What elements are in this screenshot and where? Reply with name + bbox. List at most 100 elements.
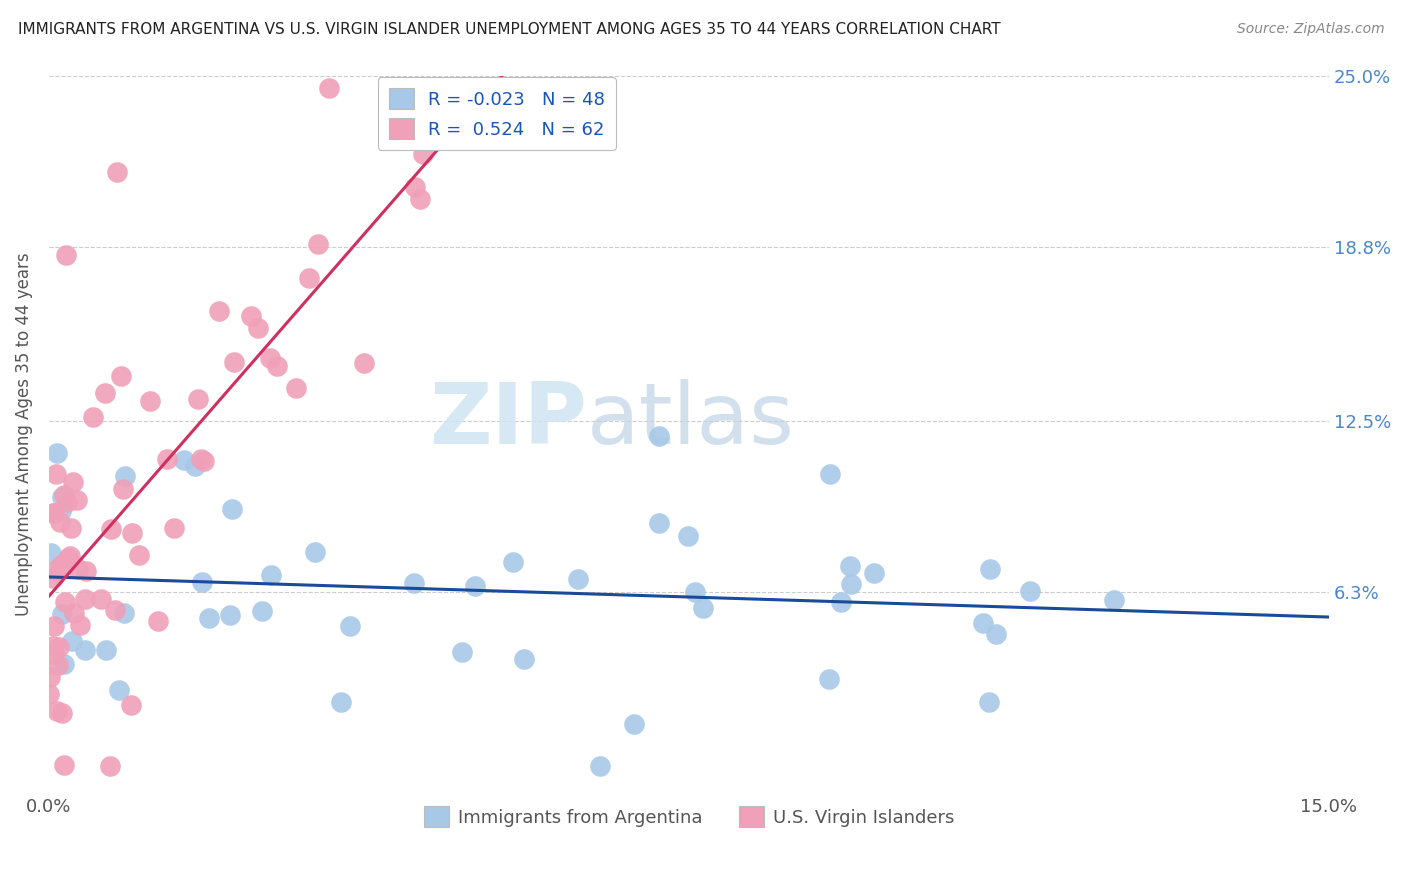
Point [193, 454, 215, 468]
Point [839, 558, 862, 573]
Point [692, 600, 714, 615]
Point [156, 451, 179, 466]
Point [53, 758, 76, 772]
Point [184, 459, 207, 474]
Point [55, 248, 77, 262]
Point [353, 356, 375, 370]
Point [104, 603, 127, 617]
Point [984, 627, 1007, 641]
Point [42, 648, 65, 662]
Point [48, 657, 70, 672]
Point [42, 619, 65, 633]
Point [49, 558, 72, 572]
Point [339, 619, 361, 633]
Point [146, 615, 169, 629]
Point [977, 695, 1000, 709]
Point [42, 571, 65, 585]
Point [44, 506, 66, 520]
Point [90, 591, 112, 606]
Point [112, 606, 135, 620]
Point [187, 392, 209, 407]
Point [66, 492, 89, 507]
Point [120, 698, 142, 712]
Point [107, 683, 129, 698]
Point [450, 645, 472, 659]
Point [105, 165, 128, 179]
Point [198, 611, 221, 625]
Point [111, 482, 134, 496]
Point [53, 657, 76, 671]
Point [830, 594, 852, 608]
Point [56, 494, 79, 508]
Point [623, 716, 645, 731]
Point [51, 607, 73, 621]
Legend: Immigrants from Argentina, U.S. Virgin Islanders: Immigrants from Argentina, U.S. Virgin I… [416, 799, 962, 835]
Point [45, 467, 67, 481]
Point [218, 607, 240, 622]
Point [73, 591, 96, 606]
Point [648, 429, 671, 443]
Point [163, 521, 186, 535]
Point [252, 604, 274, 618]
Point [259, 351, 281, 365]
Text: Source: ZipAtlas.com: Source: ZipAtlas.com [1237, 22, 1385, 37]
Point [239, 310, 262, 324]
Text: atlas: atlas [586, 378, 794, 461]
Point [45, 446, 67, 460]
Point [191, 574, 214, 589]
Point [404, 179, 426, 194]
Point [49, 515, 72, 529]
Point [589, 758, 612, 772]
Point [567, 572, 589, 586]
Point [173, 453, 195, 467]
Point [53, 594, 76, 608]
Point [56, 550, 79, 565]
Point [98, 758, 121, 772]
Point [221, 501, 243, 516]
Point [862, 566, 884, 581]
Point [60, 634, 83, 648]
Y-axis label: Unemployment Among Ages 35 to 44 years: Unemployment Among Ages 35 to 44 years [15, 252, 32, 616]
Point [62, 606, 84, 620]
Point [139, 394, 162, 409]
Point [1102, 593, 1125, 607]
Point [48, 640, 70, 654]
Point [49, 504, 72, 518]
Point [307, 237, 329, 252]
Point [818, 467, 841, 481]
Point [100, 522, 122, 536]
Point [51, 706, 73, 720]
Point [329, 695, 352, 709]
Point [76, 564, 98, 578]
Point [51, 490, 73, 504]
Point [818, 672, 841, 686]
Text: IMMIGRANTS FROM ARGENTINA VS U.S. VIRGIN ISLANDER UNEMPLOYMENT AMONG AGES 35 TO : IMMIGRANTS FROM ARGENTINA VS U.S. VIRGIN… [18, 22, 1001, 37]
Point [408, 192, 430, 206]
Point [318, 80, 340, 95]
Point [190, 451, 212, 466]
Point [648, 516, 671, 530]
Point [110, 369, 132, 384]
Point [67, 562, 90, 576]
Point [53, 488, 76, 502]
Point [284, 381, 307, 395]
Point [41, 506, 63, 520]
Point [114, 469, 136, 483]
Point [121, 525, 143, 540]
Point [39, 671, 62, 685]
Point [39, 546, 62, 560]
Point [979, 561, 1001, 575]
Point [839, 577, 862, 591]
Point [94, 642, 117, 657]
Point [247, 320, 270, 334]
Point [38, 687, 60, 701]
Point [683, 584, 706, 599]
Point [1019, 583, 1042, 598]
Point [69, 618, 91, 632]
Point [45, 704, 67, 718]
Point [297, 270, 319, 285]
Point [82, 410, 104, 425]
Point [222, 355, 245, 369]
Point [62, 475, 84, 489]
Point [404, 576, 426, 591]
